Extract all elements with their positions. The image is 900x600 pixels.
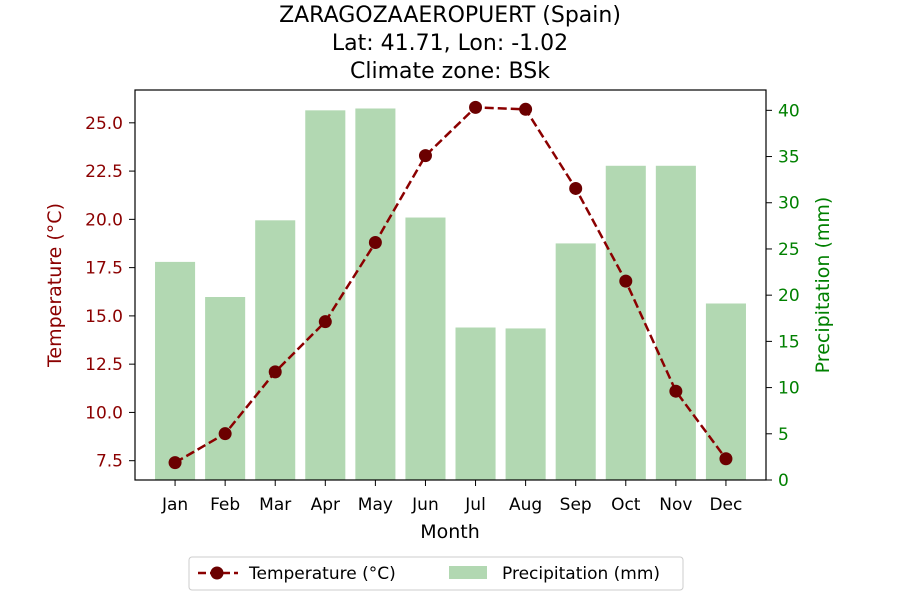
precipitation-tick-label: 30 [778,194,800,214]
month-tick-label: Oct [611,495,641,515]
month-tick-label: Aug [509,495,542,515]
plot-border [134,89,767,481]
precipitation-tick-label: 35 [778,148,800,168]
temperature-tick-label: 7.5 [96,452,123,472]
precipitation-bar-oct [605,165,646,481]
precipitation-tick-label: 0 [778,471,789,491]
legend-temperature-swatch-marker [210,566,224,580]
temperature-point-mar [268,365,282,379]
temperature-tick-label: 22.5 [85,162,123,182]
month-tick-label: Jan [161,495,188,515]
precipitation-tick-label: 20 [778,286,800,306]
temperature-tick-label: 10.0 [85,403,123,423]
month-tick-label: Nov [659,495,692,515]
precipitation-bar-apr [305,110,346,480]
temperature-point-nov [669,384,683,398]
precipitation-tick-label: 40 [778,101,800,121]
x-axis-label: Month [420,521,480,543]
temperature-point-oct [619,274,633,288]
precipitation-bar-aug [505,328,546,480]
month-tick-label: Dec [709,495,742,515]
precipitation-bar-feb [205,297,246,480]
temperature-line [174,106,727,464]
y-axis-label-temperature: Temperature (°C) [44,203,66,368]
temperature-tick-label: 12.5 [85,355,123,375]
precipitation-bar-nov [655,165,696,481]
precipitation-tick-label: 25 [778,240,800,260]
precipitation-bar-jan [155,261,196,480]
temperature-point-jun [418,149,432,163]
legend-precipitation-swatch [449,566,487,579]
temperature-series [168,100,733,470]
temperature-point-feb [218,427,232,441]
month-axis: Jan Feb Mar Apr May Jun Jul Aug Sep Oct Nov Dec [161,480,742,515]
temperature-point-jan [168,456,182,470]
precipitation-bar-jul [455,327,496,480]
legend-temperature-label: Temperature (°C) [248,564,396,584]
month-tick-label: Feb [210,495,240,515]
month-tick-label: May [358,495,393,515]
month-tick-label: Jul [464,495,486,515]
y-axis-label-precipitation: Precipitation (mm) [812,197,834,374]
precipitation-bar-sep [555,243,596,480]
legend-precipitation-label: Precipitation (mm) [502,564,660,584]
precipitation-tick-label: 10 [778,379,800,399]
chart-title-line-2: Lat: 41.71, Lon: -1.02 [332,31,568,56]
temperature-point-may [368,236,382,250]
precipitation-tick-label: 5 [778,425,789,445]
precipitation-bar-may [355,108,396,481]
chart-title-line-1: ZARAGOZAAEROPUERT (Spain) [279,3,621,28]
chart-title-line-3: Climate zone: BSk [350,59,550,84]
temperature-point-aug [519,102,533,116]
temperature-tick-label: 20.0 [85,210,123,230]
precipitation-bar-mar [255,220,296,481]
legend: Temperature (°C) Precipitation (mm) [188,556,684,591]
month-tick-label: Mar [259,495,291,515]
legend-box [188,556,684,591]
temperature-point-apr [318,315,332,329]
month-tick-label: Sep [560,495,592,515]
precipitation-tick-label: 15 [778,332,800,352]
month-tick-label: Apr [311,495,340,515]
precipitation-axis: 0 5 10 15 20 25 30 35 40 [766,101,800,491]
month-tick-label: Jun [411,495,439,515]
temperature-tick-label: 15.0 [85,307,123,327]
precipitation-bar-dec [705,303,746,480]
plot-frame [134,89,767,481]
temperature-point-dec [719,452,733,466]
temperature-point-jul [469,100,483,114]
temperature-axis: 7.5 10.0 12.5 15.0 17.5 20.0 22.5 25.0 [85,114,135,472]
temperature-tick-label: 17.5 [85,259,123,279]
temperature-point-sep [569,181,583,195]
precipitation-bars [155,108,746,481]
temperature-tick-label: 25.0 [85,114,123,134]
precipitation-bar-jun [405,217,446,481]
